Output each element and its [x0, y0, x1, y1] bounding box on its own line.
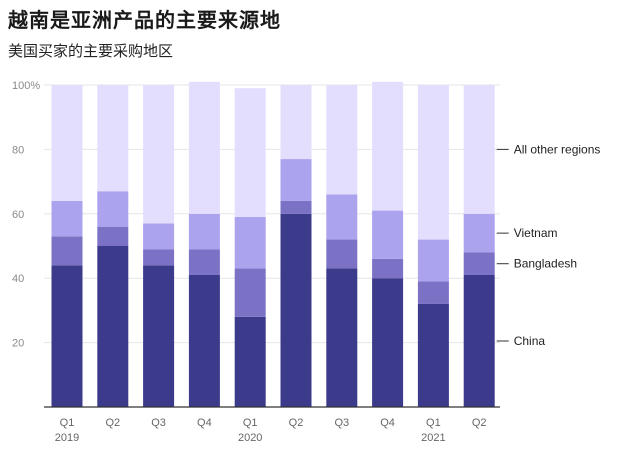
- bar-segment-all-other-regions: [97, 85, 129, 192]
- bar-segment-vietnam: [97, 191, 129, 227]
- legend-label: All other regions: [514, 142, 601, 156]
- bar-segment-all-other-regions: [143, 85, 175, 224]
- chart-title: 越南是亚洲产品的主要来源地: [8, 8, 281, 32]
- bar-segment-china: [51, 265, 83, 407]
- bar-segment-bangladesh: [372, 258, 404, 279]
- year-label: 2020: [238, 432, 262, 444]
- x-tick-label: Q2: [105, 417, 120, 429]
- y-tick-label: 80: [12, 144, 24, 156]
- bar-segment-china: [417, 303, 449, 407]
- bar-segment-all-other-regions: [326, 85, 358, 195]
- bar-segment-bangladesh: [417, 281, 449, 304]
- legend-label: China: [514, 334, 546, 348]
- year-label: 2021: [421, 432, 445, 444]
- chart-subtitle: 美国买家的主要采购地区: [8, 42, 174, 60]
- bar-segment-bangladesh: [463, 252, 495, 275]
- bar-segment-china: [326, 268, 358, 407]
- x-tick-label: Q3: [151, 417, 166, 429]
- x-tick-label: Q4: [380, 417, 395, 429]
- bar-segment-china: [188, 274, 220, 407]
- x-tick-label: Q1: [243, 417, 258, 429]
- axes: 20 40 60 80 100% Q1 Q2 Q3 Q4 Q1 Q2 Q3 Q4 Q1 Q2 2019 2020…: [12, 80, 500, 444]
- bar-segment-all-other-regions: [463, 85, 495, 214]
- legend: China Bangladesh Vietnam All other regions: [496, 142, 601, 348]
- bar-segment-vietnam: [280, 159, 312, 201]
- bar-segment-all-other-regions: [188, 81, 220, 214]
- bar-segment-china: [97, 246, 129, 407]
- year-label: 2019: [55, 432, 79, 444]
- bar-segment-bangladesh: [51, 236, 83, 266]
- x-tick-label: Q1: [60, 417, 75, 429]
- bar-segment-all-other-regions: [372, 81, 404, 211]
- bar-segment-vietnam: [234, 217, 266, 269]
- bar-segment-bangladesh: [234, 268, 266, 317]
- bars: [51, 81, 495, 407]
- y-tick-label: 60: [12, 209, 24, 221]
- bar-segment-all-other-regions: [280, 85, 312, 160]
- bar-segment-china: [280, 213, 312, 407]
- bar-segment-all-other-regions: [51, 85, 83, 201]
- x-tick-label: Q2: [289, 417, 304, 429]
- y-tick-label: 20: [12, 338, 24, 350]
- bar-segment-bangladesh: [143, 249, 175, 266]
- bar-segment-bangladesh: [326, 239, 358, 269]
- bar-segment-vietnam: [326, 194, 358, 240]
- bar-segment-china: [463, 274, 495, 407]
- legend-label: Bangladesh: [514, 257, 577, 271]
- bar-segment-vietnam: [417, 239, 449, 282]
- y-tick-label: 40: [12, 273, 24, 285]
- x-tick-label: Q4: [197, 417, 212, 429]
- bar-segment-vietnam: [143, 223, 175, 250]
- x-tick-label: Q2: [472, 417, 487, 429]
- bar-segment-china: [143, 265, 175, 407]
- bar-segment-bangladesh: [188, 249, 220, 275]
- x-tick-label: Q1: [426, 417, 441, 429]
- bar-segment-vietnam: [51, 200, 83, 237]
- bar-segment-china: [372, 278, 404, 407]
- bar-segment-vietnam: [188, 213, 220, 250]
- bar-segment-bangladesh: [280, 200, 312, 214]
- bar-segment-all-other-regions: [234, 88, 266, 218]
- bar-segment-all-other-regions: [417, 85, 449, 240]
- bar-segment-vietnam: [463, 213, 495, 253]
- y-tick-label: 100%: [12, 80, 40, 92]
- x-tick-label: Q3: [334, 417, 349, 429]
- legend-label: Vietnam: [514, 226, 558, 240]
- bar-segment-china: [234, 316, 266, 407]
- bar-segment-vietnam: [372, 210, 404, 259]
- bar-segment-bangladesh: [97, 226, 129, 246]
